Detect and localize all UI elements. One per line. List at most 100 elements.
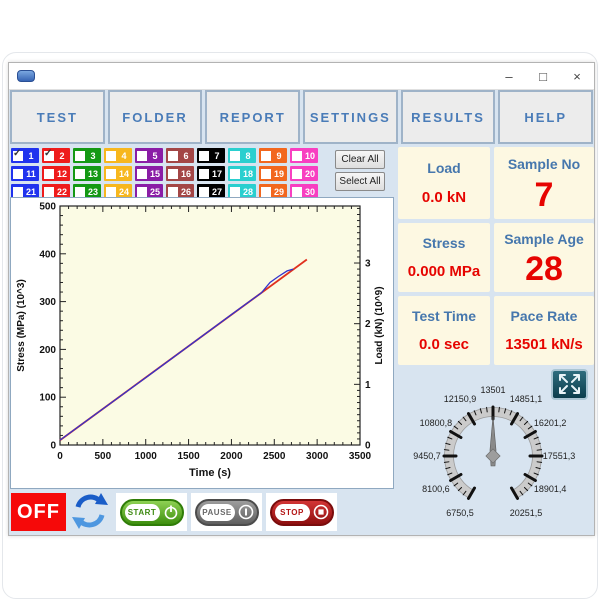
svg-text:3: 3 bbox=[365, 259, 371, 270]
svg-text:14851,1: 14851,1 bbox=[510, 394, 543, 404]
channel-selector-grid: ✓ 1 ✓ 2 3 4 5 6 7 8 9 10 11 12 13 14 15 16 17 18 19 20 21 22 23 2… bbox=[11, 148, 318, 199]
channel-checkbox-23[interactable]: 23 bbox=[73, 184, 101, 199]
checkbox[interactable] bbox=[13, 168, 23, 179]
checkbox[interactable] bbox=[44, 168, 54, 179]
minimize-button[interactable]: – bbox=[505, 68, 513, 84]
channel-checkbox-27[interactable]: 27 bbox=[197, 184, 225, 199]
channel-checkbox-7[interactable]: 7 bbox=[197, 148, 225, 163]
channel-checkbox-3[interactable]: 3 bbox=[73, 148, 101, 163]
channel-checkbox-19[interactable]: 19 bbox=[259, 166, 287, 181]
channel-checkbox-6[interactable]: 6 bbox=[166, 148, 194, 163]
checkbox[interactable]: ✓ bbox=[13, 148, 23, 161]
channel-checkbox-8[interactable]: 8 bbox=[228, 148, 256, 163]
checkbox[interactable] bbox=[13, 186, 23, 197]
channel-checkbox-17[interactable]: 17 bbox=[197, 166, 225, 181]
refresh-button[interactable] bbox=[68, 489, 112, 533]
channel-checkbox-28[interactable]: 28 bbox=[228, 184, 256, 199]
checkbox[interactable] bbox=[75, 186, 85, 197]
stop-label: STOP bbox=[274, 503, 310, 521]
svg-text:300: 300 bbox=[39, 297, 56, 308]
checkbox[interactable] bbox=[199, 186, 209, 197]
svg-text:18901,4: 18901,4 bbox=[534, 484, 567, 494]
checkbox[interactable] bbox=[137, 168, 147, 179]
maximize-button[interactable]: □ bbox=[539, 68, 547, 84]
checkbox[interactable] bbox=[261, 150, 271, 161]
checkbox[interactable] bbox=[199, 150, 209, 161]
channel-checkbox-14[interactable]: 14 bbox=[104, 166, 132, 181]
channel-checkbox-10[interactable]: 10 bbox=[290, 148, 318, 163]
channel-checkbox-9[interactable]: 9 bbox=[259, 148, 287, 163]
channel-checkbox-16[interactable]: 16 bbox=[166, 166, 194, 181]
channel-number: 9 bbox=[276, 150, 282, 161]
channel-checkbox-12[interactable]: 12 bbox=[42, 166, 70, 181]
checkbox[interactable] bbox=[168, 150, 178, 161]
stop-button[interactable]: STOP bbox=[266, 493, 337, 531]
channel-checkbox-18[interactable]: 18 bbox=[228, 166, 256, 181]
expand-gauge-button[interactable] bbox=[551, 369, 588, 400]
app-icon bbox=[17, 70, 35, 82]
channel-checkbox-5[interactable]: 5 bbox=[135, 148, 163, 163]
readout-value: 0.0 sec bbox=[418, 336, 470, 353]
checkbox[interactable] bbox=[230, 168, 240, 179]
checkbox[interactable] bbox=[106, 150, 116, 161]
toolbar-button-results[interactable]: RESULTS bbox=[400, 90, 496, 144]
svg-text:20251,5: 20251,5 bbox=[510, 508, 543, 518]
toolbar-button-folder[interactable]: FOLDER bbox=[107, 90, 203, 144]
channel-checkbox-2[interactable]: ✓ 2 bbox=[42, 148, 70, 163]
checkbox[interactable] bbox=[75, 150, 85, 161]
checkbox[interactable] bbox=[261, 186, 271, 197]
checkbox[interactable] bbox=[44, 186, 54, 197]
channel-number: 7 bbox=[214, 150, 220, 161]
close-button[interactable]: × bbox=[573, 68, 581, 84]
checkbox[interactable] bbox=[168, 186, 178, 197]
toolbar-button-report[interactable]: REPORT bbox=[205, 90, 301, 144]
channel-checkbox-1[interactable]: ✓ 1 bbox=[11, 148, 39, 163]
pause-button[interactable]: PAUSE bbox=[191, 493, 262, 531]
channel-checkbox-11[interactable]: 11 bbox=[11, 166, 39, 181]
checkbox[interactable] bbox=[230, 150, 240, 161]
channel-number: 19 bbox=[273, 168, 284, 179]
channel-number: 3 bbox=[90, 150, 96, 161]
channel-number: 14 bbox=[118, 168, 129, 179]
checkbox[interactable] bbox=[137, 150, 147, 161]
channel-checkbox-25[interactable]: 25 bbox=[135, 184, 163, 199]
channel-checkbox-22[interactable]: 22 bbox=[42, 184, 70, 199]
checkbox[interactable] bbox=[106, 186, 116, 197]
checkbox[interactable] bbox=[292, 150, 302, 161]
start-button[interactable]: START bbox=[116, 493, 187, 531]
checkbox[interactable] bbox=[230, 186, 240, 197]
channel-checkbox-30[interactable]: 30 bbox=[290, 184, 318, 199]
select-all-button[interactable]: Select All bbox=[335, 172, 385, 191]
check-mark: ✓ bbox=[44, 147, 53, 159]
checkbox[interactable] bbox=[106, 168, 116, 179]
svg-text:12150,9: 12150,9 bbox=[444, 394, 477, 404]
checkbox[interactable]: ✓ bbox=[44, 147, 54, 161]
toolbar-button-settings[interactable]: SETTINGS bbox=[303, 90, 398, 144]
channel-checkbox-15[interactable]: 15 bbox=[135, 166, 163, 181]
plot-area bbox=[59, 205, 361, 446]
right-axis-label: Load (kN) (10^9) bbox=[374, 286, 385, 364]
svg-text:500: 500 bbox=[95, 451, 112, 462]
channel-number: 20 bbox=[304, 168, 315, 179]
toolbar-button-help[interactable]: HELP bbox=[498, 90, 594, 144]
checkbox[interactable] bbox=[137, 186, 147, 197]
readout-sample-no: Sample No 7 bbox=[494, 147, 594, 219]
clear-all-button[interactable]: Clear All bbox=[335, 150, 385, 169]
channel-checkbox-4[interactable]: 4 bbox=[104, 148, 132, 163]
channel-checkbox-21[interactable]: 21 bbox=[11, 184, 39, 199]
checkbox[interactable] bbox=[292, 186, 302, 197]
channel-checkbox-24[interactable]: 24 bbox=[104, 184, 132, 199]
off-status-button[interactable]: OFF bbox=[11, 493, 66, 531]
channel-checkbox-13[interactable]: 13 bbox=[73, 166, 101, 181]
checkbox[interactable] bbox=[261, 168, 271, 179]
readout-load: Load 0.0 kN bbox=[398, 147, 490, 219]
readout-label: Test Time bbox=[411, 308, 477, 324]
checkbox[interactable] bbox=[292, 168, 302, 179]
checkbox[interactable] bbox=[168, 168, 178, 179]
channel-checkbox-29[interactable]: 29 bbox=[259, 184, 287, 199]
checkbox[interactable] bbox=[75, 168, 85, 179]
checkbox[interactable] bbox=[199, 168, 209, 179]
toolbar-button-test[interactable]: TEST bbox=[10, 90, 105, 144]
channel-checkbox-26[interactable]: 26 bbox=[166, 184, 194, 199]
channel-checkbox-20[interactable]: 20 bbox=[290, 166, 318, 181]
